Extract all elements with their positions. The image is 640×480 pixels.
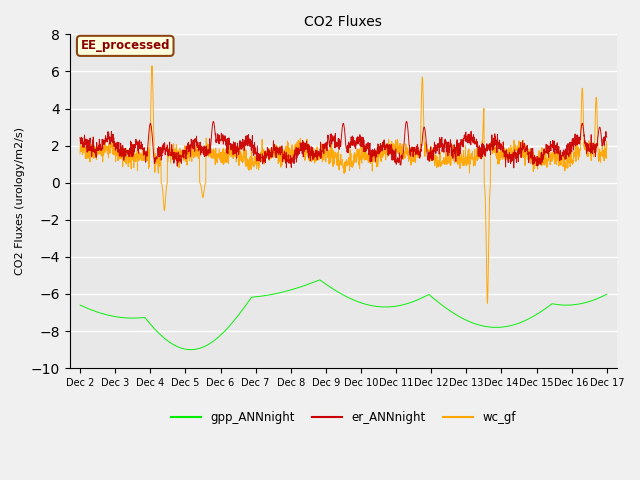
Y-axis label: CO2 Fluxes (urology/m2/s): CO2 Fluxes (urology/m2/s): [15, 127, 25, 275]
Title: CO2 Fluxes: CO2 Fluxes: [305, 15, 382, 29]
Text: EE_processed: EE_processed: [81, 39, 170, 52]
Legend: gpp_ANNnight, er_ANNnight, wc_gf: gpp_ANNnight, er_ANNnight, wc_gf: [166, 407, 520, 429]
